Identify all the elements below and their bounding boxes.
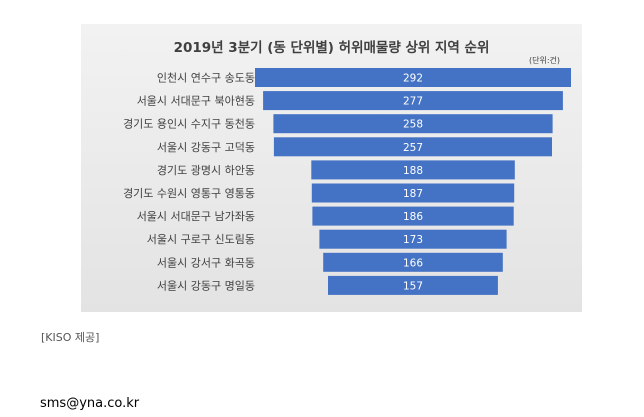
chart-title: 2019년 3분기 (동 단위별) 허위매물량 상위 지역 순위 [173,40,490,56]
image-credit: [KISO 제공] [41,331,100,344]
bar-value-label: 258 [403,119,423,131]
category-label: 경기도 수원시 영통구 영통동 [123,187,255,200]
category-label: 경기도 용인시 수지구 동천동 [123,117,255,131]
bar-value-label: 186 [403,211,423,223]
bar-value-label: 166 [403,257,423,269]
bar [263,91,563,111]
reporter-email: sms@yna.co.kr [40,396,140,411]
bar-chart: 292 인천시 연수구 송도동 277 서울시 서대문구 북아현동 258 경기도 용인시… [123,68,571,295]
bar [312,206,514,226]
bar-value-label: 157 [403,280,423,292]
unit-label: (단위:건) [529,56,561,65]
category-label: 서울시 강서구 화곡동 [157,256,255,269]
bar [273,137,552,157]
bar-value-label: 292 [403,73,423,85]
bar-value-label: 277 [403,96,423,108]
chart-panel: 292 인천시 연수구 송도동 277 서울시 서대문구 북아현동 258 경기도 용인시… [81,24,582,312]
bar-value-label: 188 [403,165,423,177]
bar-value-label: 187 [403,188,423,200]
bar [311,160,515,180]
bar-value-label: 257 [403,142,423,154]
bar-value-label: 173 [403,234,423,246]
bar [311,183,515,203]
category-label: 서울시 구로구 신도림동 [147,233,255,246]
bar [273,114,553,134]
bar [323,252,503,272]
category-label: 인천시 연수구 송도동 [157,71,255,85]
category-label: 서울시 서대문구 남가좌동 [137,210,255,223]
bar [319,229,507,249]
category-label: 서울시 서대문구 북아현동 [137,95,255,108]
bar [255,68,571,87]
category-label: 경기도 광명시 하안동 [157,163,255,177]
category-label: 서울시 강동구 고덕동 [157,141,255,154]
category-label: 서울시 강동구 명일동 [157,278,255,292]
bar [328,275,498,295]
